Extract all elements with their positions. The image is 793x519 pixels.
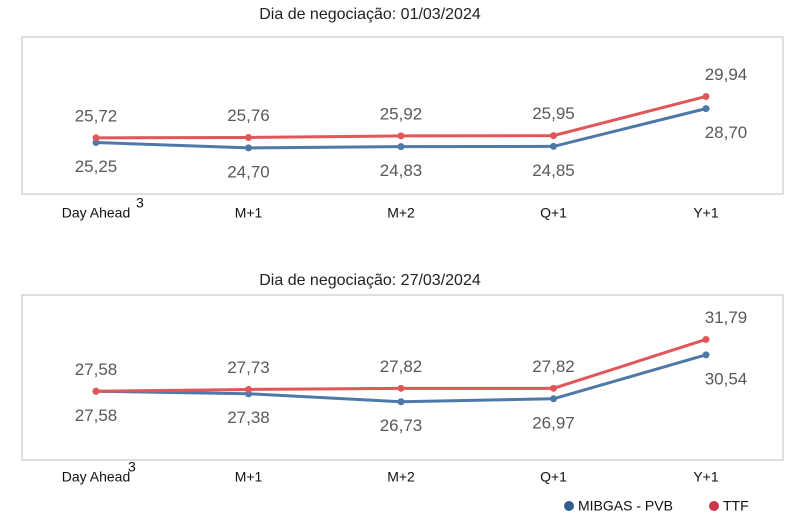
- data-point: [550, 395, 557, 403]
- data-point: [702, 351, 710, 359]
- legend-label: MIBGAS - PVB: [578, 498, 673, 514]
- data-point: [397, 143, 405, 151]
- data-label: 27,58: [75, 406, 118, 425]
- x-tick-label: Q+1: [540, 469, 567, 485]
- data-point: [397, 384, 405, 392]
- legend-label: TTF: [723, 498, 749, 514]
- data-label: 25,92: [380, 104, 423, 123]
- x-tick-label: M+1: [235, 469, 263, 485]
- data-point: [245, 385, 252, 393]
- x-tick-label: Q+1: [540, 205, 567, 221]
- data-label: 27,58: [75, 360, 118, 379]
- data-point: [702, 335, 710, 343]
- x-tick-label: Day Ahead: [62, 469, 131, 485]
- data-point: [550, 132, 557, 140]
- data-label: 26,73: [380, 416, 423, 435]
- data-point: [702, 92, 710, 100]
- data-label: 24,83: [380, 161, 423, 180]
- data-label: 25,25: [75, 157, 118, 176]
- data-label: 27,82: [532, 357, 575, 376]
- data-point: [92, 134, 100, 142]
- data-label: 25,76: [227, 106, 270, 125]
- legend-marker: [709, 501, 719, 511]
- plot-frame: [21, 294, 784, 461]
- x-tick-label: M+1: [235, 205, 263, 221]
- data-point: [397, 132, 405, 140]
- data-label: 24,85: [532, 161, 575, 180]
- chart-title: Dia de negociação: 27/03/2024: [259, 272, 481, 289]
- data-label: 27,73: [227, 358, 270, 377]
- x-tick-label: Day Ahead: [62, 205, 131, 221]
- data-label: 25,95: [532, 104, 575, 123]
- data-label: 28,70: [705, 123, 748, 142]
- x-tick-label: Y+1: [693, 469, 719, 485]
- data-label: 30,54: [705, 369, 748, 388]
- data-label: 29,94: [705, 65, 748, 84]
- data-label: 25,72: [75, 106, 118, 125]
- chart-title: Dia de negociação: 01/03/2024: [259, 6, 481, 23]
- x-tick-label: M+2: [387, 205, 415, 221]
- data-label: 26,97: [532, 413, 575, 432]
- data-point: [245, 144, 252, 152]
- category-footnote: 3: [136, 195, 144, 211]
- data-label: 24,70: [227, 162, 270, 181]
- legend-marker: [564, 501, 574, 511]
- data-point: [245, 133, 252, 141]
- data-label: 31,79: [705, 308, 748, 327]
- x-tick-label: M+2: [387, 469, 415, 485]
- data-point: [397, 398, 405, 406]
- plot-frame: [21, 36, 784, 195]
- data-point: [92, 387, 100, 395]
- category-footnote: 3: [128, 459, 136, 475]
- data-point: [702, 105, 710, 113]
- x-tick-label: Y+1: [693, 205, 719, 221]
- data-point: [550, 142, 557, 150]
- data-point: [550, 384, 557, 392]
- data-label: 27,82: [380, 357, 423, 376]
- data-label: 27,38: [227, 408, 270, 427]
